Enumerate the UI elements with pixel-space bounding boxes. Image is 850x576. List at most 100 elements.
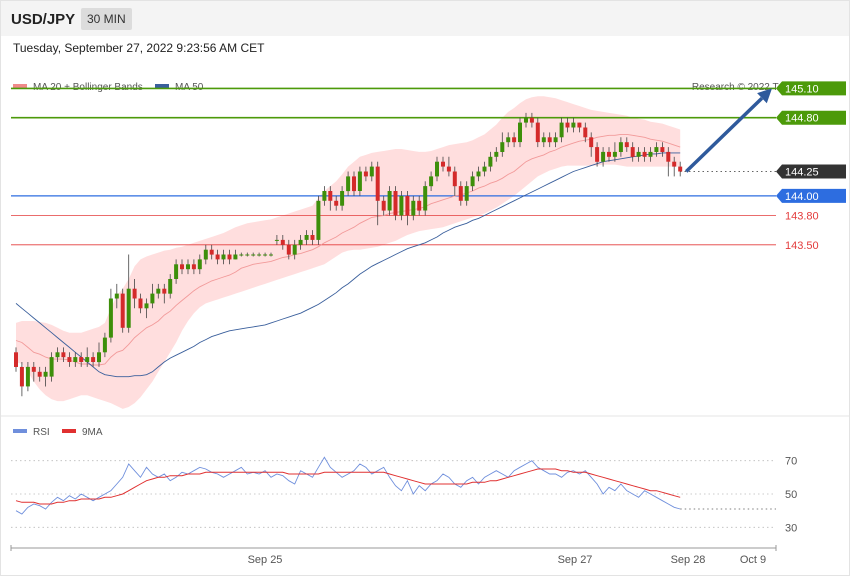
level-tag-144.25 <box>776 164 846 179</box>
candle <box>405 191 410 226</box>
candle <box>346 171 351 196</box>
ma20-line <box>15 133 681 366</box>
candle <box>553 132 558 148</box>
bollinger-fill <box>16 96 681 409</box>
candle <box>541 132 546 148</box>
chart-header: USD/JPY 30 MIN <box>1 1 849 36</box>
level-tag-text-145.10: 145.10 <box>785 83 819 95</box>
level-tag-text-144.00: 144.00 <box>785 191 819 203</box>
rsi-grid: 70 50 30 <box>11 456 797 534</box>
candle <box>470 171 475 191</box>
legend-swatch-ma20 <box>13 84 27 88</box>
candles <box>14 112 683 397</box>
candle <box>612 142 617 162</box>
pair-title: USD/JPY <box>11 11 76 28</box>
candle <box>203 244 208 265</box>
legend-swatch-ma50 <box>155 84 169 88</box>
candle <box>286 239 291 260</box>
candle <box>482 161 487 177</box>
candle <box>269 252 273 257</box>
candle <box>411 195 416 221</box>
legend-swatch-rsi <box>13 429 27 433</box>
candle <box>334 195 339 211</box>
level-tag-text-144.25: 144.25 <box>785 167 819 179</box>
legend-label-rsi-ma: 9MA <box>82 427 103 438</box>
candle <box>500 132 505 157</box>
candle <box>55 347 60 362</box>
legend-label-ma50: MA 50 <box>175 82 204 93</box>
timeframe-badge[interactable]: 30 MIN <box>81 8 132 30</box>
candle <box>126 254 131 333</box>
level-tag-text-144.80: 144.80 <box>785 113 819 125</box>
candle <box>191 259 196 275</box>
candle <box>352 171 356 196</box>
candle <box>630 142 635 162</box>
candle <box>618 137 623 157</box>
candle <box>280 235 285 250</box>
candle <box>97 342 101 367</box>
candle <box>298 235 303 250</box>
candle <box>274 235 279 245</box>
candle <box>150 283 155 309</box>
level-label-143.50: 143.50 <box>785 240 819 252</box>
arrow-shaft <box>684 96 764 173</box>
candle <box>429 171 434 191</box>
candle <box>328 186 333 211</box>
candle <box>446 156 451 177</box>
candle <box>114 283 119 309</box>
candle <box>642 147 647 162</box>
candle <box>162 283 167 304</box>
x-tick-label: Oct 9 <box>740 554 766 566</box>
candle <box>357 166 362 196</box>
level-tag-144.80 <box>776 110 846 125</box>
candle <box>197 254 202 275</box>
candle <box>435 156 439 182</box>
candle <box>174 259 179 284</box>
candle <box>577 122 582 133</box>
candle <box>209 244 214 260</box>
ma50-line <box>15 152 681 378</box>
candle <box>156 283 161 299</box>
arrow-head <box>757 88 772 104</box>
candle <box>239 252 244 257</box>
candle <box>464 181 469 206</box>
moving-averages <box>15 133 681 378</box>
candle <box>648 147 653 162</box>
candle <box>488 151 493 172</box>
candle <box>660 142 665 157</box>
candle <box>583 122 588 143</box>
rsi-ma-line <box>15 468 681 505</box>
candle <box>494 147 499 162</box>
candle <box>340 186 345 211</box>
candle <box>559 117 564 143</box>
candle <box>132 279 137 309</box>
candle <box>654 142 659 157</box>
level-tags: 145.10 144.80 144.25 144.00 143.80 143.50 <box>776 81 846 252</box>
candle <box>49 352 54 382</box>
candle <box>375 161 380 226</box>
candle <box>369 161 374 182</box>
candle <box>547 132 552 148</box>
projection-arrow <box>684 88 772 173</box>
rsi-tick-30: 30 <box>785 522 797 534</box>
candle <box>25 362 30 392</box>
rsi-lines <box>15 456 776 515</box>
candle <box>61 347 66 362</box>
candle <box>458 181 463 206</box>
candle <box>67 352 72 367</box>
candle <box>476 166 481 182</box>
candle <box>102 332 107 358</box>
candle <box>310 230 315 245</box>
timestamp: Tuesday, September 27, 2022 9:23:56 AM C… <box>13 41 265 55</box>
candle <box>423 181 428 216</box>
candle <box>678 161 683 177</box>
candle <box>363 166 368 182</box>
rsi-tick-70: 70 <box>785 456 797 468</box>
candle <box>251 252 256 257</box>
candle <box>535 117 540 148</box>
candle <box>399 191 404 221</box>
level-tag-145.10 <box>776 81 846 96</box>
candle <box>524 112 528 128</box>
legend-swatch-rsi-ma <box>62 429 76 433</box>
